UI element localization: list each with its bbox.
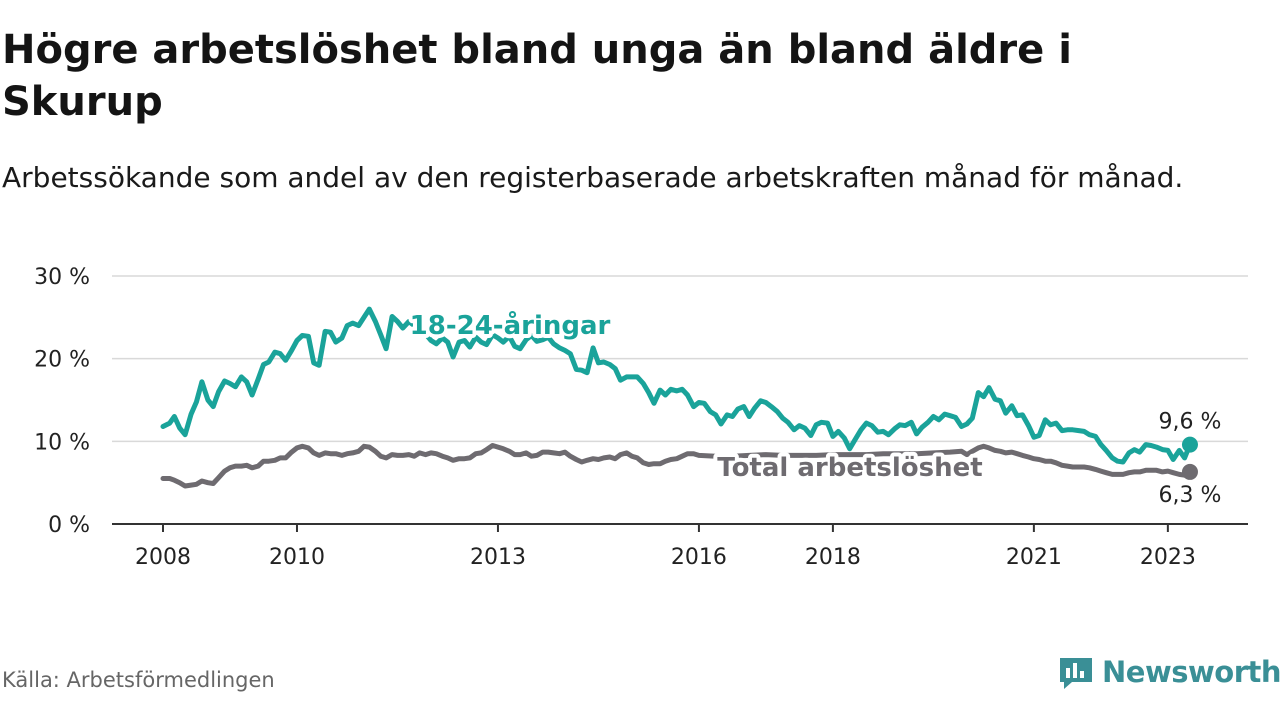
x-tick-label: 2018 <box>805 545 861 570</box>
x-tick-label: 2023 <box>1140 545 1196 570</box>
series-line-youth <box>160 306 1193 465</box>
y-tick-label: 0 % <box>48 513 90 538</box>
x-tick-label: 2010 <box>269 545 325 570</box>
series-labels: 18-24-åringar Total arbetslöshet 9,6 % 6,3 … <box>406 305 1222 508</box>
series-line-total <box>160 443 1193 489</box>
chart-title: Högre arbetslöshet bland unga än bland ä… <box>2 27 1072 125</box>
x-tick-label: 2008 <box>135 545 191 570</box>
gridlines <box>112 275 1248 443</box>
y-axis: 0 % 10 % 20 % 30 % <box>34 265 90 538</box>
y-tick-label: 30 % <box>34 265 90 290</box>
series-lines <box>160 306 1193 489</box>
y-tick-label: 10 % <box>34 430 90 455</box>
series-label-youth: 18-24-åringar <box>410 309 611 341</box>
end-point-youth <box>1181 436 1198 453</box>
x-tick-label: 2021 <box>1006 545 1062 570</box>
newsworthy-logo-icon <box>1060 658 1092 689</box>
x-axis: 2008 2010 2013 2016 2018 2021 2023 <box>112 523 1248 570</box>
series-label-total: Total arbetslöshet <box>717 453 982 483</box>
end-point-total <box>1181 463 1198 480</box>
line-chart: 0 % 10 % 20 % 30 % 2008 2010 2013 2016 2018 2021… <box>34 265 1248 570</box>
newsworthy-logo: Newsworthy <box>1058 654 1280 690</box>
x-tick-label: 2013 <box>470 545 526 570</box>
x-tick-label: 2016 <box>671 545 727 570</box>
source-note: Källa: Arbetsförmedlingen <box>2 668 275 692</box>
end-value-youth: 9,6 % <box>1159 410 1222 435</box>
y-tick-label: 20 % <box>34 348 90 373</box>
end-value-total: 6,3 % <box>1159 483 1222 508</box>
brand-name: Newsworthy <box>1102 655 1280 689</box>
chart-subtitle: Arbetssökande som andel av den registerb… <box>2 161 1184 194</box>
